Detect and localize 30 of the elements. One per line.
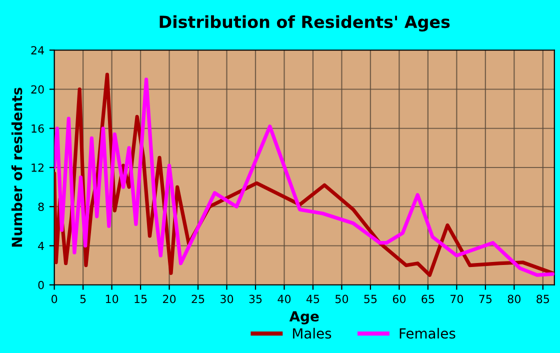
x-tick-label: 60 (392, 294, 406, 304)
x-axis-title: Age (289, 311, 319, 324)
x-tick-label: 5 (80, 294, 86, 304)
legend-label: Females (400, 328, 456, 339)
legend-label: Males (293, 328, 332, 339)
x-tick-label: 80 (508, 294, 520, 304)
y-tick-label: 0 (38, 280, 44, 290)
x-tick-label: 55 (364, 294, 377, 304)
x-tick-label: 40 (278, 294, 291, 304)
x-tick-label: 25 (192, 294, 204, 304)
x-tick-label: 50 (336, 294, 348, 304)
x-tick-label: 65 (422, 294, 434, 304)
y-tick-label: 16 (32, 124, 44, 133)
y-tick-label: 24 (31, 46, 44, 54)
y-tick-label: 8 (38, 202, 44, 211)
y-tick-label: 12 (32, 163, 44, 172)
x-tick-label: 35 (249, 294, 262, 304)
chart-title: Distribution of Residents' Ages (160, 15, 450, 32)
x-tick-label: 0 (52, 294, 58, 304)
x-tick-label: 30 (220, 294, 234, 304)
y-tick-label: 4 (38, 242, 44, 250)
x-tick-label: 85 (536, 294, 550, 304)
x-tick-label: 20 (163, 294, 176, 304)
x-tick-label: 15 (134, 294, 147, 304)
x-tick-label: 75 (479, 294, 492, 304)
x-tick-label: 45 (306, 294, 320, 304)
y-axis-title: Number of residents (11, 88, 22, 247)
x-tick-label: 10 (106, 294, 118, 304)
y-tick-label: 20 (31, 85, 44, 94)
x-tick-label: 70 (450, 294, 464, 304)
